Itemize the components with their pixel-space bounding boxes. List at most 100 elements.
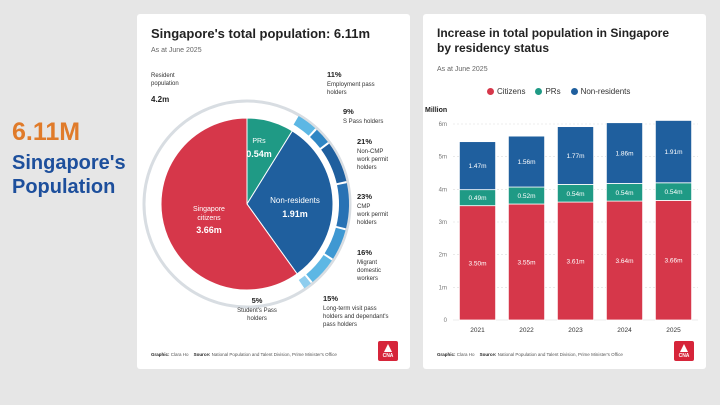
footer-graphic-label: Graphic: [437,352,456,357]
bar-value-label: 1.86m [615,151,633,158]
ring-label-5: domestic [357,268,381,274]
slice-name-nonres: Non-residents [270,196,320,205]
ring-label-6: Long-term visit pass [323,306,377,312]
pie-slice-non-residents [246,130,334,275]
bar-value-label: 1.56m [517,159,535,166]
x-tick-label-2024: 2024 [617,327,632,334]
ring-segment-5 [324,227,346,259]
bar-card-title-line-2: by residency status [437,41,550,55]
slice-name-citizens: Singapore [193,206,225,213]
slice-value-citizens: 3.66m [196,225,222,235]
legend-label-citizens: Citizens [497,87,526,96]
bar-value-label: 3.61m [566,259,584,266]
legend-dot-prs [535,88,543,95]
x-tick-label-2022: 2022 [519,327,534,334]
pie-chart: 11% Employment pass holders 9% S Pass holder… [142,70,389,328]
ring-label-7: Student's Pass [237,308,277,314]
x-tick-label-2025: 2025 [666,327,681,334]
ring-pct-3: 21% [357,137,372,146]
pie-card: Singapore's total population: 6.11m As a… [137,14,410,369]
ring-label-4: holders [357,220,377,226]
ring-label-5: Migrant [357,260,377,266]
ring-segment-7 [298,275,312,289]
slice-name-prs: PRs [252,138,266,145]
ring-pct-7: 5% [252,296,263,305]
ring-label-3: Non-CMP [357,149,383,155]
bar-segment-non-residents-2024 [605,122,644,184]
y-tick-label: 0 [444,318,448,324]
ring-segment-1 [293,116,316,136]
legend-label-prs: PRs [545,87,561,96]
legend-dot-nonres [570,88,578,95]
bar-value-label: 1.91m [664,149,682,156]
slice-name-citizens: citizens [197,215,221,222]
headline-number: 6.11M [12,118,81,146]
legend-item-nonres: Non-residents [570,87,631,96]
y-tick-label: 2m [439,253,447,259]
legend-label-nonres: Non-residents [580,87,631,96]
bar-segment-non-residents-2023 [556,126,595,185]
ring-label-5: workers [356,276,378,282]
ring-segment-3 [321,143,347,184]
ring-label-7: holders [247,316,267,322]
y-axis-title: Million [425,107,447,114]
ring-segment-6 [306,254,332,283]
y-tick-label: 1m [439,285,447,291]
slice-value-nonres: 1.91m [282,209,308,219]
footer-source-label: Source: [193,352,211,357]
bar-segment-citizens-2024 [605,200,644,321]
pie-card-subtitle: As at June 2025 [151,47,202,54]
bar-value-label: 3.55m [517,260,535,267]
legend-item-citizens: Citizens [487,87,525,96]
ring-segment-2 [310,129,328,149]
cna-logo: CNA [378,341,398,361]
footer-source: National Population and Talent Division,… [211,352,337,357]
ring-pct-1: 11% [327,70,342,79]
bar-value-label: 1.77m [566,153,584,160]
legend-dot-citizens [487,88,494,95]
bar-chart: Million 0 1m 2m 3m 4m 5m 6m 3.50m 0.49m 1.47m 2021 3… [425,107,698,334]
x-tick-label-2021: 2021 [470,327,485,334]
ring-pct-2: 9% [343,107,354,116]
headline-line-2: Population [12,176,116,198]
ring-pct-5: 16% [357,248,372,257]
headline-line-1: Singapore's [12,152,126,174]
y-tick-label: 6m [439,122,447,128]
y-tick-label: 3m [439,220,447,226]
bar-value-label: 0.54m [566,191,584,198]
ring-label-4: CMP [357,204,370,210]
bar-legend: Citizens PRs Non-residents [487,87,630,96]
ring-pct-4: 23% [357,192,372,201]
bar-value-label: 1.47m [468,163,486,170]
bar-segment-non-residents-2025 [654,120,693,184]
ring-label-1: holders [327,90,347,96]
cna-logo-text: CNA [382,353,394,359]
bar-segment-non-residents-2021 [458,141,497,191]
bar-segment-non-residents-2022 [507,135,546,188]
bar-value-label: 3.66m [664,258,682,265]
legend-item-prs: PRs [535,87,561,96]
pie-slice-singapore-citizens [160,117,298,291]
x-tick-label-2023: 2023 [568,327,583,334]
ring-label-2: S Pass holders [343,119,383,125]
cna-logo-text: CNA [678,353,690,359]
bar-card: Increase in total population in Singapor… [423,14,706,369]
slice-value-prs: 0.54m [246,149,272,159]
bar-value-label: 0.49m [468,195,486,202]
bar-value-label: 0.54m [615,190,633,197]
bar-card-subtitle: As at June 2025 [437,66,488,73]
ring-label-1: Employment pass [327,82,375,88]
bar-segment-citizens-2023 [556,201,595,321]
bar-card-title-line-1: Increase in total population in Singapor… [437,26,670,40]
resident-label: Resident [151,73,175,79]
bar-value-label: 0.54m [664,189,682,196]
y-tick-label: 4m [439,187,447,193]
bar-segment-citizens-2025 [654,200,693,321]
cna-logo: CNA [674,341,694,361]
headline-caption: Singapore's Population [12,151,137,199]
ring-label-3: work permit [356,157,388,163]
footer-source-label: Source: [479,352,497,357]
headline: 6.11M Singapore's Population [12,118,137,199]
bar-card-footer: Graphic: Clara Ho Source: National Popul… [437,352,623,357]
footer-graphic: Clara Ho [456,352,475,357]
